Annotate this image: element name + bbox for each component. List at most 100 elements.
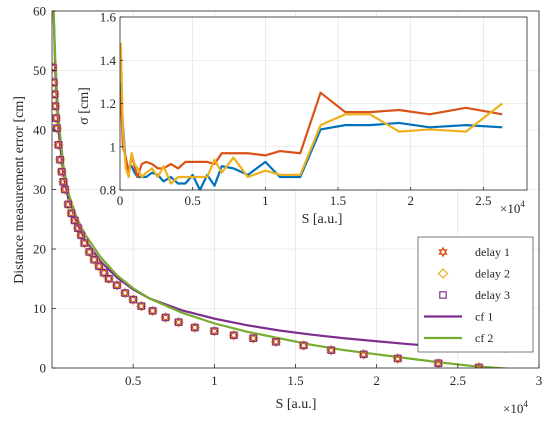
data-point-delay-1	[99, 267, 109, 279]
data-point-delay-1	[63, 198, 73, 210]
data-point-delay-1	[147, 305, 158, 317]
data-point-delay-1	[53, 139, 64, 151]
inset-x-axis-label: S [a.u.]	[302, 212, 343, 227]
inset-x-tick-label: 0	[117, 193, 124, 208]
data-point-delay-3	[56, 155, 64, 164]
data-point-delay-1-tri-down	[209, 328, 220, 337]
data-point-delay-1	[326, 344, 336, 356]
data-point-delay-1-tri-down	[120, 290, 130, 299]
data-point-delay-1-tri-down	[55, 157, 65, 166]
data-point-delay-1-tri-down	[160, 314, 171, 323]
data-point-delay-1-tri-down	[173, 319, 184, 328]
data-point-delay-1-tri-down	[70, 217, 80, 226]
data-point-delay-1	[70, 215, 80, 226]
data-point-delay-1-tri-down	[52, 115, 61, 124]
data-point-delay-1-tri-down	[248, 335, 258, 344]
data-point-delay-1-tri-up	[52, 100, 60, 109]
inset-y-tick-label: 1.2	[100, 96, 116, 111]
data-point-delay-3	[57, 167, 66, 176]
inset-x-exponent-power: 4	[520, 199, 525, 209]
data-point-delay-3	[77, 231, 86, 240]
inset-plot: 0 0.5 1 1.5 2 2.5 0.8 1 1.2 1.4 1.6 S [a.u.] σ [cm…	[77, 10, 528, 227]
data-point-delay-3	[113, 281, 121, 290]
data-point-delay-1	[89, 254, 99, 266]
data-point-delay-1-tri-up	[73, 222, 83, 231]
inset-y-tick-label: 1.4	[100, 53, 117, 68]
data-point-delay-1-tri-up	[70, 215, 80, 224]
main-x-exponent-power: 4	[523, 399, 528, 409]
data-point-delay-1-tri-down	[84, 249, 95, 258]
inset-x-tick-label: 1	[262, 193, 269, 208]
data-point-delay-1-tri-up	[298, 339, 309, 349]
legend-marker-swatch	[439, 291, 447, 299]
data-point-delay-1	[128, 294, 138, 305]
data-point-delay-1-tri-up	[229, 329, 239, 338]
data-point-delay-1-tri-down	[147, 308, 158, 317]
data-point-delay-1	[248, 332, 258, 344]
main-series	[52, 11, 507, 368]
legend-item: delay 1	[438, 245, 510, 259]
data-point-delay-1	[112, 279, 122, 291]
main-y-tick-label: 10	[33, 301, 46, 316]
data-point-delay-3	[61, 185, 69, 194]
data-point-delay-1-tri-up	[53, 139, 64, 148]
data-point-delay-1-tri-up	[112, 279, 122, 288]
data-point-delay-1-tri-down	[73, 225, 83, 234]
data-point-delay-1	[298, 339, 309, 351]
data-point-delay-1	[190, 322, 200, 333]
data-point-delay-1-tri-up	[94, 260, 104, 269]
data-point-delay-3	[210, 327, 219, 335]
data-point-delay-3	[59, 177, 68, 186]
data-point-delay-1-tri-up	[79, 237, 90, 246]
data-point-delay-1-tri-down	[393, 355, 403, 364]
main-y-tick-label: 50	[33, 63, 46, 78]
data-point-delay-1-tri-down	[128, 296, 138, 305]
data-point-delay-3	[105, 274, 113, 283]
data-point-delay-1-tri-down	[76, 232, 86, 241]
data-point-delay-1-tri-down	[94, 263, 104, 272]
main-series-clip	[52, 11, 507, 368]
data-point-delay-1-tri-down	[104, 276, 114, 285]
data-point-delay-1	[52, 112, 61, 124]
data-point-delay-1-tri-down	[190, 324, 200, 333]
data-point-delay-1	[393, 353, 403, 364]
data-point-delay-1-tri-down	[229, 332, 239, 341]
data-point-delay-1-tri-down	[99, 270, 109, 279]
data-point-delay-1	[84, 246, 95, 258]
data-point-delay-1-tri-up	[60, 184, 70, 193]
data-point-delay-1	[52, 88, 60, 100]
legend-label: cf 1	[475, 310, 493, 324]
main-x-tick-label: 2	[373, 373, 380, 388]
data-point-delay-1-tri-down	[89, 257, 99, 266]
data-point-delay-1	[76, 229, 86, 241]
data-point-delay-1	[136, 300, 146, 312]
legend-marker-swatch-tri-up	[438, 246, 448, 255]
main-x-tick-label: 2.5	[450, 373, 466, 388]
data-point-delay-3	[95, 262, 103, 271]
main-x-tick-label: 1.5	[287, 373, 303, 388]
data-point-delay-1-tri-up	[271, 336, 281, 345]
legend-item: cf 2	[424, 331, 493, 345]
data-point-delay-3	[230, 331, 238, 340]
data-point-delay-1-tri-up	[120, 287, 130, 296]
data-point-delay-1-tri-up	[326, 344, 336, 353]
data-point-delay-3	[67, 209, 76, 218]
data-point-delay-1-tri-up	[63, 198, 73, 208]
data-point-delay-3	[161, 313, 170, 322]
legend-item: delay 3	[439, 288, 510, 302]
data-point-delay-3	[359, 350, 368, 359]
data-point-delay-1-tri-down	[58, 179, 69, 188]
data-point-delay-1-tri-up	[58, 176, 69, 185]
data-point-delay-3	[52, 90, 59, 99]
series-delay-1	[52, 62, 484, 368]
data-point-delay-1-tri-up	[475, 362, 483, 368]
data-point-delay-3	[129, 295, 137, 304]
data-point-delay-1-tri-down	[271, 339, 281, 348]
data-point-delay-1-tri-down	[53, 142, 64, 151]
inset-y-tick-label: 1	[110, 139, 117, 154]
data-point-delay-1	[94, 260, 104, 272]
data-point-delay-1-tri-down	[60, 186, 70, 195]
data-point-delay-1	[57, 166, 67, 178]
data-point-delay-3	[52, 114, 60, 122]
